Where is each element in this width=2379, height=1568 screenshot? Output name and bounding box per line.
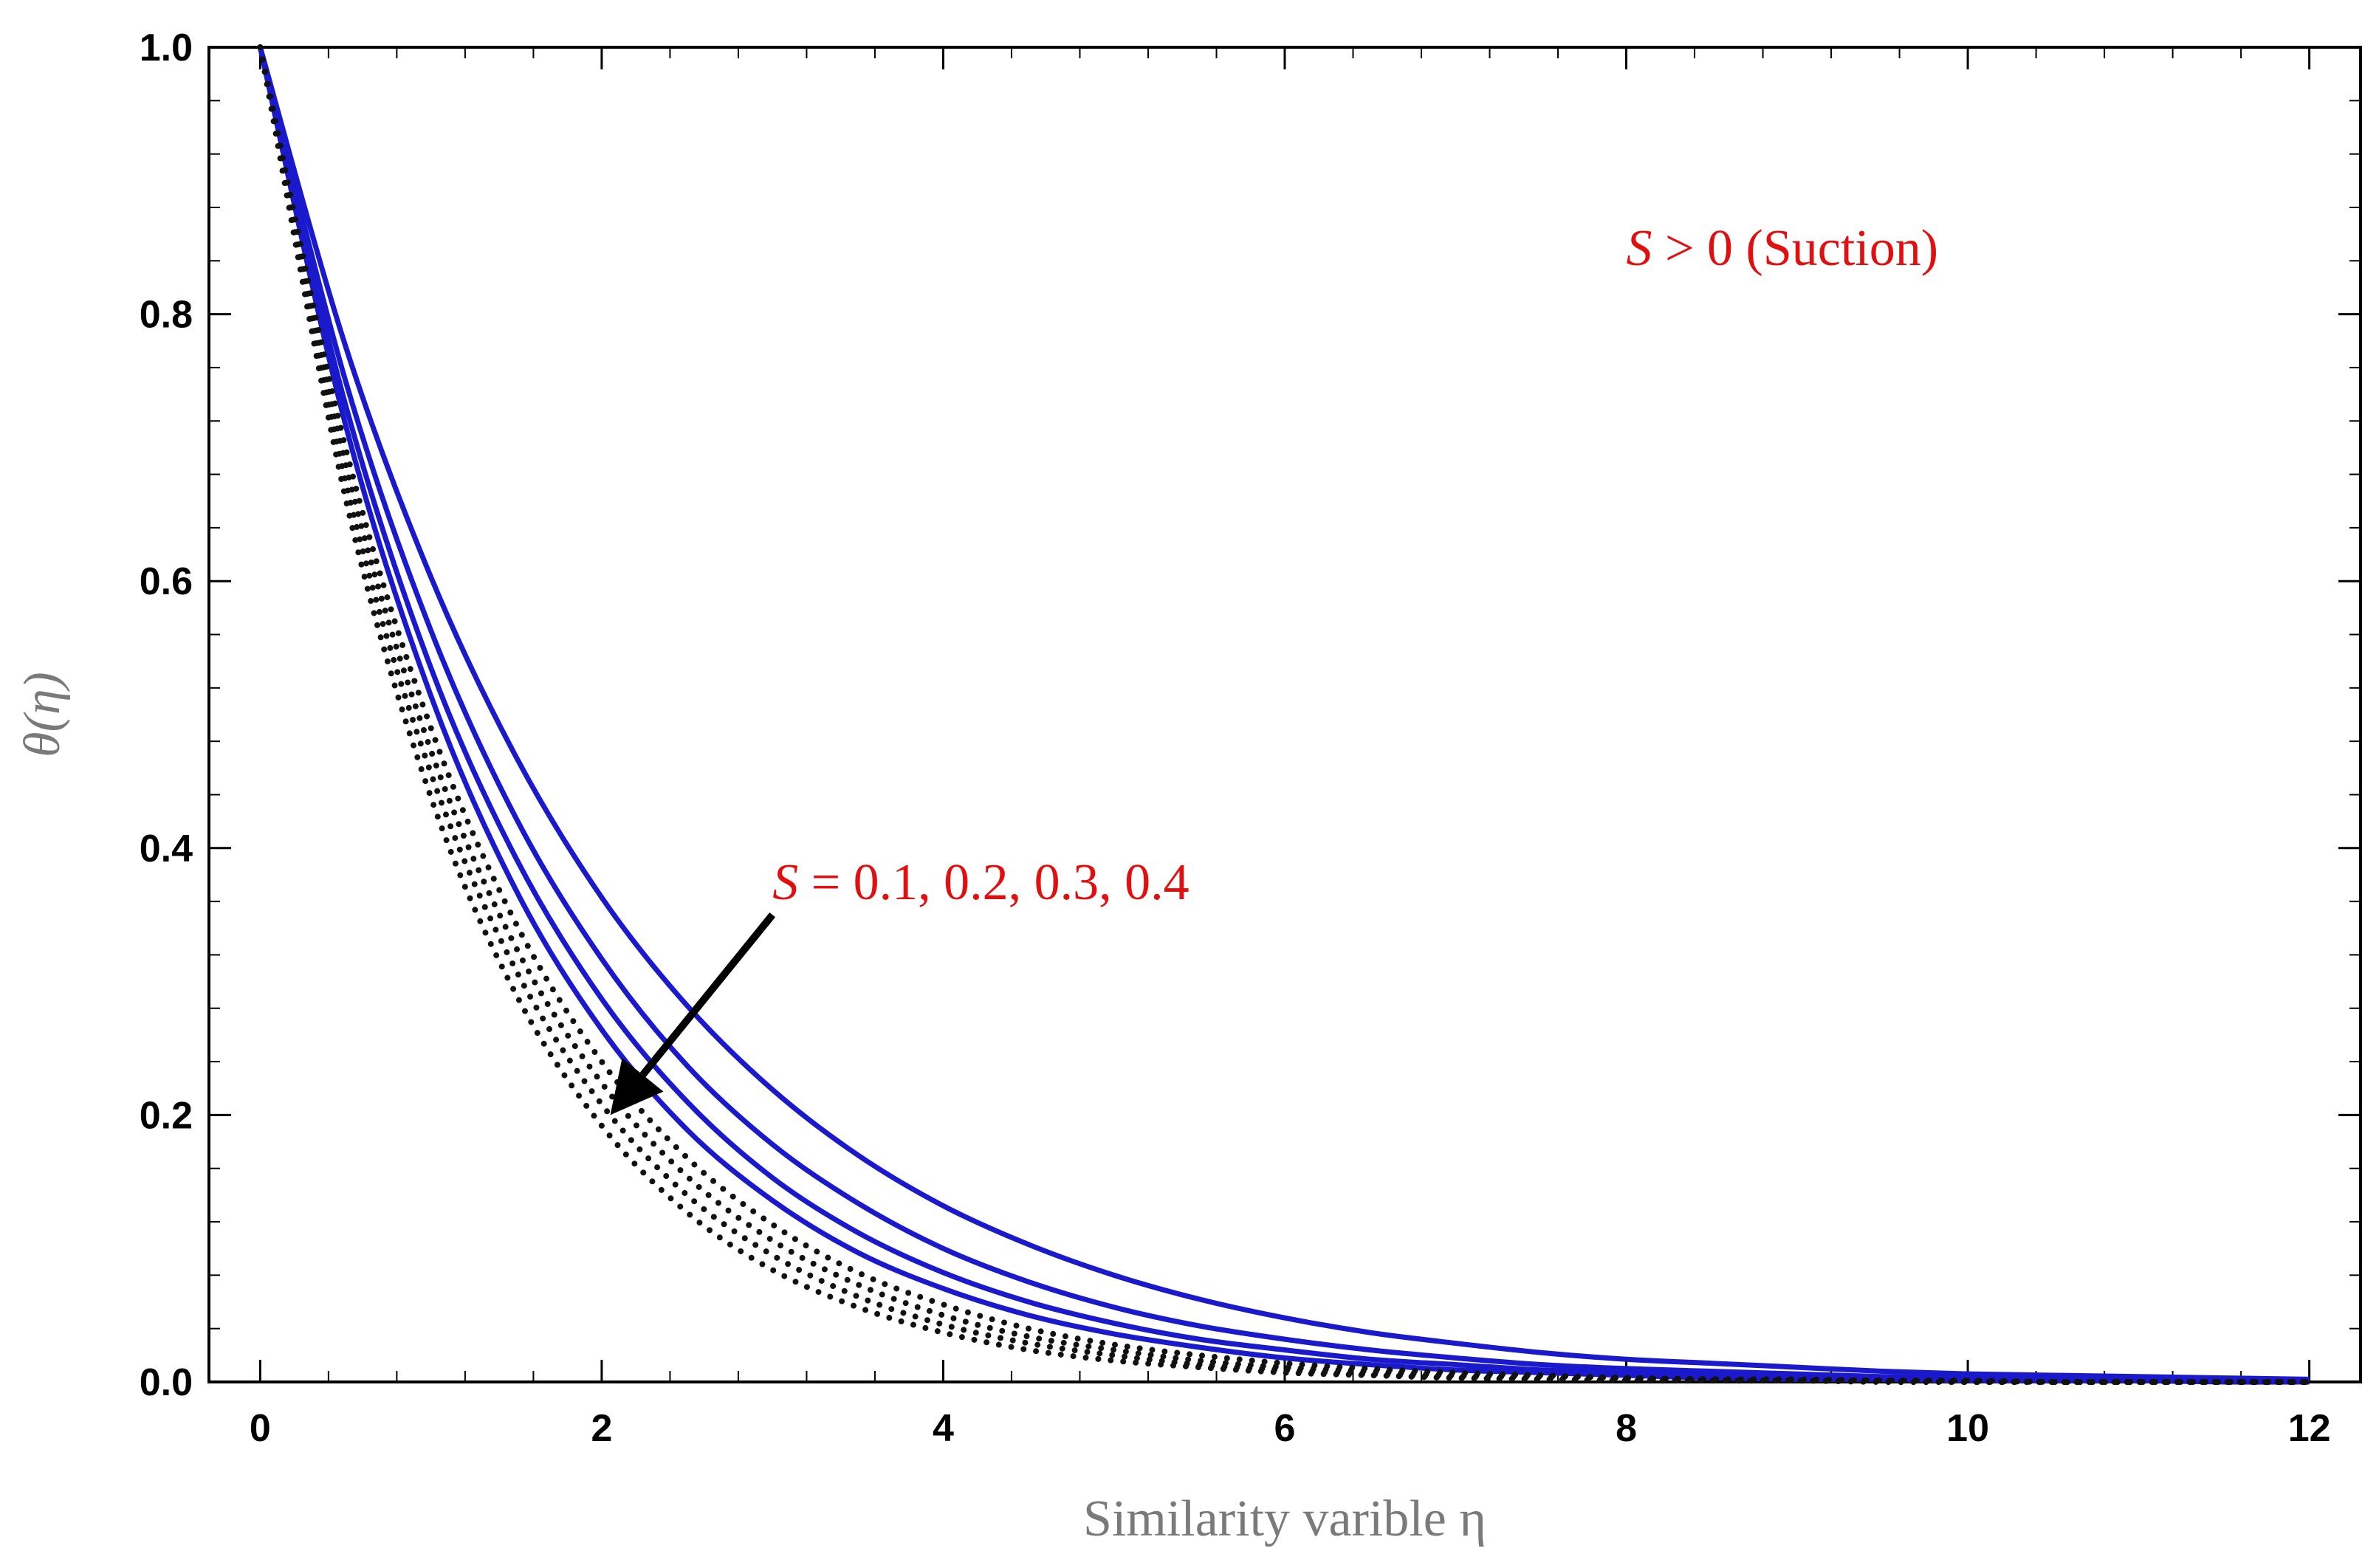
x-tick-label: 12	[2288, 1407, 2331, 1450]
y-tick-label: 0.0	[140, 1361, 193, 1404]
x-tick-label: 6	[1274, 1407, 1296, 1450]
series-line-2	[257, 47, 2310, 1383]
annotation-arrow	[610, 912, 776, 1115]
y-axis-title: θ(η)	[14, 672, 71, 757]
annotation-s-values: S = 0.1, 0.2, 0.3, 0.4	[772, 854, 1189, 911]
axis-tick-labels: 0 2 4 6 8 10 12 0.0 0.2 0.4 0.6 0.8 1.0	[140, 27, 2331, 1450]
y-tick-label: 0.6	[140, 560, 193, 603]
plot-frame	[207, 46, 2362, 1383]
y-tick-label: 0.8	[140, 294, 193, 337]
x-tick-label: 0	[250, 1407, 271, 1450]
y-tick-label: 0.2	[140, 1094, 193, 1137]
series-line-1	[258, 47, 2310, 1382]
x-tick-label: 4	[933, 1407, 954, 1450]
y-tick-label: 1.0	[140, 27, 193, 69]
series-line-6	[257, 44, 2313, 1386]
series-line-3	[257, 47, 2310, 1385]
series-line-5	[257, 44, 2313, 1386]
axis-ticks	[209, 46, 2361, 1383]
x-axis-title: Similarity varible η	[1083, 1490, 1486, 1547]
series-line-7	[257, 44, 2313, 1386]
arrow-head	[610, 1058, 664, 1115]
y-tick-label: 0.4	[140, 828, 193, 870]
arrow-shaft	[639, 912, 776, 1078]
x-tick-label: 8	[1616, 1407, 1637, 1450]
x-tick-label: 2	[591, 1407, 612, 1450]
series-line-8	[257, 44, 2313, 1386]
x-tick-label: 10	[1946, 1407, 1989, 1450]
annotation-suction: S > 0 (Suction)	[1627, 220, 1939, 277]
series-layer	[257, 44, 2313, 1386]
series-line-4	[257, 47, 2310, 1385]
